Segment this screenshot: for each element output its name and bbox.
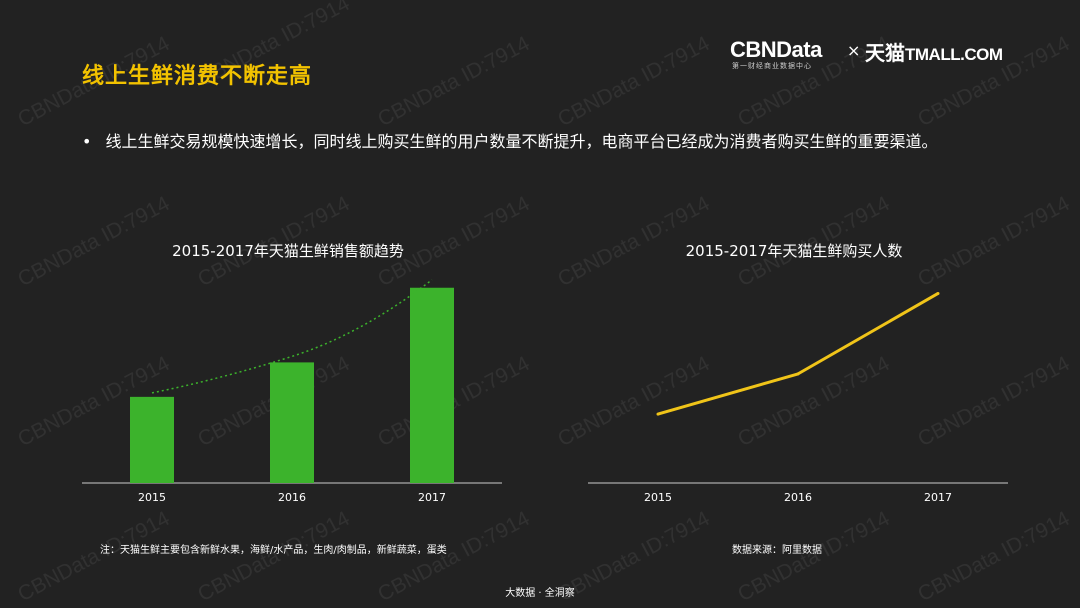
data-point-2016 (796, 372, 800, 376)
slide-title: 线上生鲜消费不断走高 (82, 64, 313, 89)
tmall-logo-cn: 天猫 (865, 41, 905, 65)
x-tick-label: 2016 (278, 491, 306, 504)
x-tick-label: 2017 (924, 491, 952, 504)
data-point-2017 (936, 291, 940, 295)
buyers-line-chart: 2015 2016 2017 (588, 291, 1008, 504)
bullet-marker: • (82, 132, 92, 151)
x-tick-label: 2016 (784, 491, 812, 504)
watermark-text: CBNData ID:7914 (554, 31, 714, 132)
data-source: 数据来源：阿里数据 (732, 545, 822, 556)
x-tick-label: 2015 (138, 491, 166, 504)
bar-2015 (130, 396, 174, 483)
sales-chart-title: 2015-2017年天猫生鲜销售额趋势 (172, 242, 404, 260)
bullet-text: 线上生鲜交易规模快速增长，同时线上购买生鲜的用户数量不断提升，电商平台已经成为消… (105, 132, 938, 151)
logo-separator: × (847, 41, 861, 60)
bullet-point: • 线上生鲜交易规模快速增长，同时线上购买生鲜的用户数量不断提升，电商平台已经成为… (82, 128, 937, 152)
watermark-text: CBNData ID:7914 (374, 31, 534, 132)
brand-logo: CBNData 第一财经商业数据中心 × 天猫TMALL.COM (730, 37, 1020, 77)
series-line (657, 292, 939, 416)
x-tick-label: 2015 (644, 491, 672, 504)
sales-bar-chart: 2015 2016 2017 (82, 279, 502, 504)
cbndata-logo: CBNData (730, 37, 822, 62)
bar-2016 (270, 362, 314, 483)
tmall-logo-en: TMALL.COM (905, 45, 1003, 64)
footer-tagline: 大数据 · 全洞察 (505, 588, 575, 599)
data-note: 注：天猫生鲜主要包含新鲜水果，海鲜/水产品，生肉/肉制品，新鲜蔬菜，蛋类 (100, 545, 447, 556)
buyers-chart-title: 2015-2017年天猫生鲜购买人数 (685, 242, 903, 260)
bar-2017 (410, 287, 454, 483)
x-tick-label: 2017 (418, 491, 446, 504)
data-point-2015 (656, 412, 660, 416)
cbndata-logo-subtitle: 第一财经商业数据中心 (732, 62, 812, 70)
tmall-logo: 天猫TMALL.COM (865, 37, 1003, 66)
